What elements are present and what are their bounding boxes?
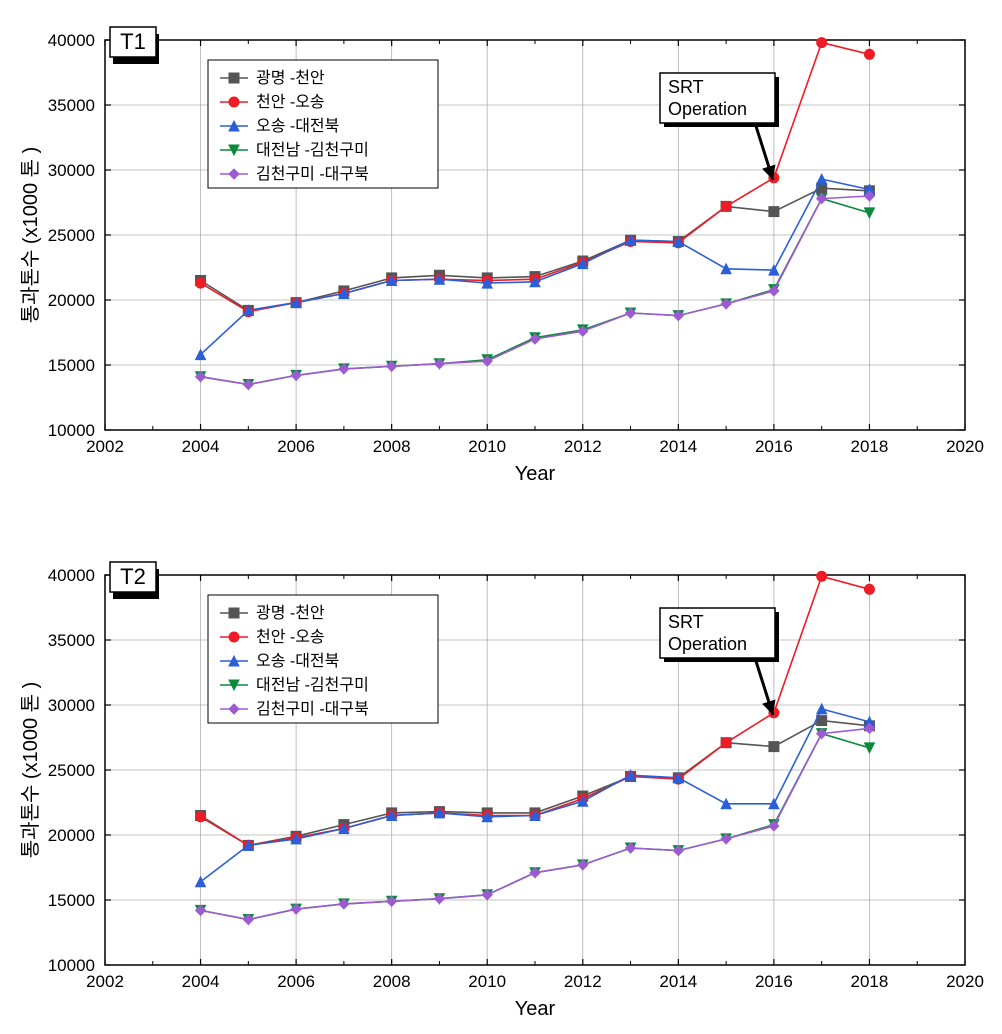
- x-tick-label: 2016: [755, 437, 793, 456]
- panel-label: T2: [120, 564, 146, 589]
- panel-label: T1: [120, 29, 146, 54]
- chart-panel: 2002200420062008201020122014201620182020…: [19, 27, 984, 485]
- y-tick-label: 40000: [48, 31, 95, 50]
- annotation-text: Operation: [668, 99, 747, 119]
- x-tick-label: 2016: [755, 972, 793, 991]
- y-tick-label: 20000: [48, 291, 95, 310]
- chart-container: 2002200420062008201020122014201620182020…: [0, 0, 1002, 1034]
- y-tick-label: 30000: [48, 696, 95, 715]
- annotation-text: SRT: [668, 612, 704, 632]
- x-tick-label: 2010: [468, 972, 506, 991]
- y-tick-label: 35000: [48, 96, 95, 115]
- y-tick-label: 30000: [48, 161, 95, 180]
- x-tick-label: 2014: [659, 972, 697, 991]
- x-tick-label: 2008: [373, 437, 411, 456]
- x-tick-label: 2020: [946, 972, 984, 991]
- x-tick-label: 2012: [564, 972, 602, 991]
- y-tick-label: 10000: [48, 956, 95, 975]
- x-tick-label: 2004: [182, 437, 220, 456]
- legend-item-label: 광명 -천안: [256, 604, 325, 622]
- x-tick-label: 2012: [564, 437, 602, 456]
- x-axis-label: Year: [515, 463, 556, 485]
- y-tick-label: 20000: [48, 826, 95, 845]
- y-axis-label: 통과톤수 (x1000 톤 ): [19, 682, 42, 858]
- legend-item-label: 오송 -대전북: [256, 652, 339, 670]
- chart-panel: 2002200420062008201020122014201620182020…: [19, 562, 984, 1020]
- x-tick-label: 2006: [277, 972, 315, 991]
- y-tick-label: 15000: [48, 891, 95, 910]
- legend-item-label: 대전남 -김천구미: [256, 676, 369, 694]
- y-tick-label: 10000: [48, 421, 95, 440]
- y-tick-label: 15000: [48, 356, 95, 375]
- legend-item-label: 김천구미 -대구북: [256, 165, 369, 183]
- annotation-text: SRT: [668, 77, 704, 97]
- y-axis-label: 통과톤수 (x1000 톤 ): [19, 147, 42, 323]
- series-line: [201, 179, 870, 355]
- legend-item-label: 천안 -오송: [256, 628, 325, 646]
- series-line: [201, 709, 870, 882]
- legend-item-label: 김천구미 -대구북: [256, 700, 369, 718]
- x-tick-label: 2004: [182, 972, 220, 991]
- legend-item-label: 오송 -대전북: [256, 117, 339, 135]
- y-tick-label: 35000: [48, 631, 95, 650]
- x-tick-label: 2010: [468, 437, 506, 456]
- legend-item-label: 광명 -천안: [256, 69, 325, 87]
- series-line: [201, 728, 870, 919]
- x-tick-label: 2020: [946, 437, 984, 456]
- x-tick-label: 2008: [373, 972, 411, 991]
- x-tick-label: 2018: [851, 972, 889, 991]
- y-tick-label: 25000: [48, 761, 95, 780]
- legend-item-label: 대전남 -김천구미: [256, 141, 369, 159]
- x-tick-label: 2018: [851, 437, 889, 456]
- y-tick-label: 25000: [48, 226, 95, 245]
- x-tick-label: 2014: [659, 437, 697, 456]
- y-tick-label: 40000: [48, 566, 95, 585]
- legend-item-label: 천안 -오송: [256, 93, 325, 111]
- x-tick-label: 2006: [277, 437, 315, 456]
- x-axis-label: Year: [515, 998, 556, 1020]
- annotation-text: Operation: [668, 634, 747, 654]
